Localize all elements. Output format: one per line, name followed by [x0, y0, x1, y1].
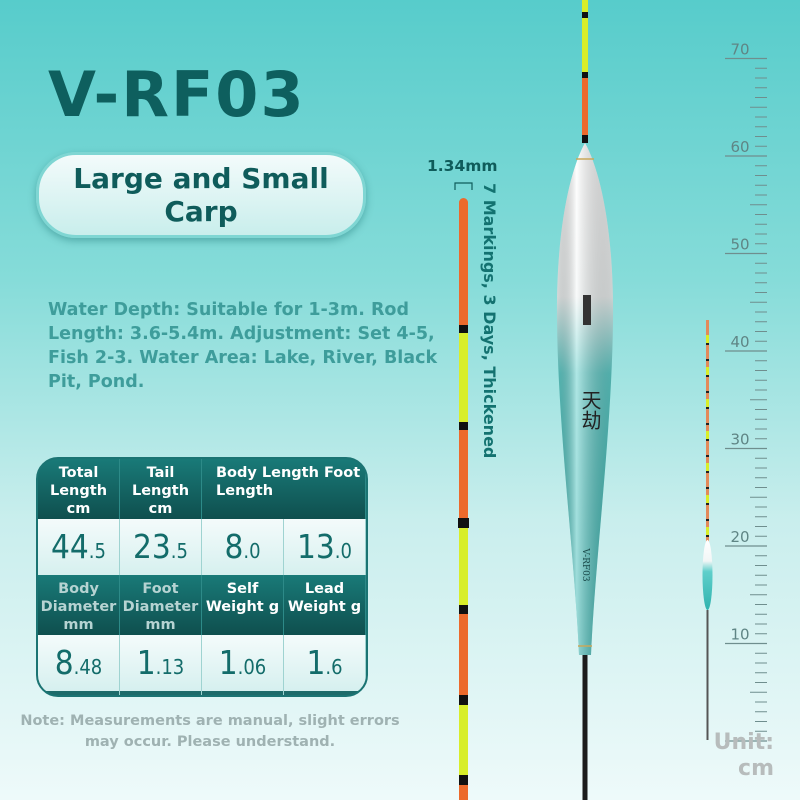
tail-segment	[582, 12, 588, 18]
tail-segment	[706, 431, 709, 439]
value-body-diameter: 8.48	[38, 635, 120, 695]
tail-segment	[459, 422, 468, 430]
ruler-tick-label: 20	[730, 528, 749, 546]
tail-segment	[582, 18, 588, 72]
ruler-tick-label: 30	[730, 431, 749, 449]
tail-segment	[706, 479, 709, 487]
ruler-tick-label: 10	[730, 626, 749, 644]
tail-segment	[459, 785, 468, 800]
tail-segment	[706, 383, 709, 391]
ruler-tick-label: 50	[730, 236, 749, 254]
measurement-note: Note: Measurements are manual, slight er…	[20, 713, 400, 750]
tail-mark	[706, 535, 709, 537]
product-title: V-RF03	[48, 58, 306, 131]
description: Water Depth: Suitable for 1-3m. Rod Leng…	[48, 300, 438, 392]
category-badge: Large and Small Carp	[36, 152, 366, 238]
tail-mark	[706, 343, 709, 345]
tail-segment	[459, 775, 468, 785]
value-foot-diameter: 1.13	[120, 635, 202, 695]
ruler-tick-label: 70	[730, 41, 749, 59]
header-body-diameter: Body Diameter mm	[38, 575, 120, 635]
tail-mark	[706, 423, 709, 425]
tail-feature-label: 7 Markings, 3 Days, Thickened	[480, 183, 499, 459]
tail-segment	[582, 0, 588, 12]
value-total-length: 44.5	[38, 519, 120, 579]
tail-segment	[582, 78, 588, 135]
tail-segment	[459, 205, 468, 325]
spec-value-row-1: 44.5 23.5 8.0 13.0	[38, 519, 366, 579]
tail-segment	[459, 605, 468, 614]
header-lead-weight: Lead Weight g	[284, 575, 366, 635]
brand-logo-icon	[583, 295, 591, 325]
header-total-length: Total Length cm	[38, 459, 120, 519]
spec-value-row-2: 8.48 1.13 1.06 1.6	[38, 635, 366, 695]
tail-segment	[706, 367, 709, 375]
tail-segment	[706, 415, 709, 423]
tail-segment	[458, 518, 469, 528]
tail-segment	[459, 695, 468, 705]
enlarged-tail	[458, 198, 469, 800]
tail-segment	[459, 325, 468, 333]
tail-segment	[459, 430, 468, 518]
float-stem	[582, 655, 588, 800]
small-float-scale-illustration	[702, 320, 713, 740]
tail-mark	[706, 487, 709, 489]
category-label: Large and Small Carp	[73, 162, 329, 228]
header-foot-diameter: Foot Diameter mm	[120, 575, 202, 635]
tail-segment	[706, 495, 709, 503]
tail-segment	[459, 614, 468, 695]
tail-mark	[706, 519, 709, 521]
tail-segment	[459, 528, 468, 605]
spec-table: Total Length cm Tail Length cm Body Leng…	[36, 457, 368, 697]
float-model-text: V-RF03	[580, 547, 590, 581]
tail-segment	[706, 463, 709, 471]
spec-header-row-1: Total Length cm Tail Length cm Body Leng…	[38, 459, 366, 519]
ruler-tick-label: 60	[730, 138, 749, 156]
tail-segment	[459, 705, 468, 775]
dimension-bracket	[454, 182, 473, 190]
tail-mark	[706, 503, 709, 505]
tail-diameter-label: 1.34mm	[427, 157, 498, 175]
tail-segment	[582, 72, 588, 78]
tail-mark	[706, 471, 709, 473]
header-body-foot-length: Body Length Foot Length	[202, 459, 366, 519]
value-foot-length: 13.0	[284, 519, 366, 579]
tail-mark	[706, 375, 709, 377]
header-self-weight: Self Weight g	[202, 575, 284, 635]
ruler: 70 60 50 40 30 20 10	[725, 41, 767, 742]
spec-header-row-2: Body Diameter mm Foot Diameter mm Self W…	[38, 575, 366, 635]
ruler-tick-label: 40	[730, 333, 749, 351]
tail-segment	[706, 351, 709, 359]
tail-mark	[706, 359, 709, 361]
tail-mark	[706, 439, 709, 441]
unit-label: Unit: cm	[713, 730, 774, 781]
tail-segment	[706, 335, 709, 343]
tail-segment	[582, 135, 588, 143]
header-tail-length: Tail Length cm	[120, 459, 202, 519]
float-tail	[582, 0, 588, 143]
float-brand-text: 天劫	[578, 390, 602, 430]
tail-segment	[706, 447, 709, 455]
tail-segment	[706, 527, 709, 535]
tail-mark	[706, 407, 709, 409]
tail-segment	[706, 399, 709, 407]
tail-segment	[706, 511, 709, 519]
value-tail-length: 23.5	[120, 519, 202, 579]
value-lead-weight: 1.6	[284, 635, 366, 695]
tail-mark	[706, 391, 709, 393]
value-self-weight: 1.06	[202, 635, 284, 695]
tail-segment	[459, 333, 468, 422]
value-body-length: 8.0	[202, 519, 284, 579]
tail-mark	[706, 455, 709, 457]
